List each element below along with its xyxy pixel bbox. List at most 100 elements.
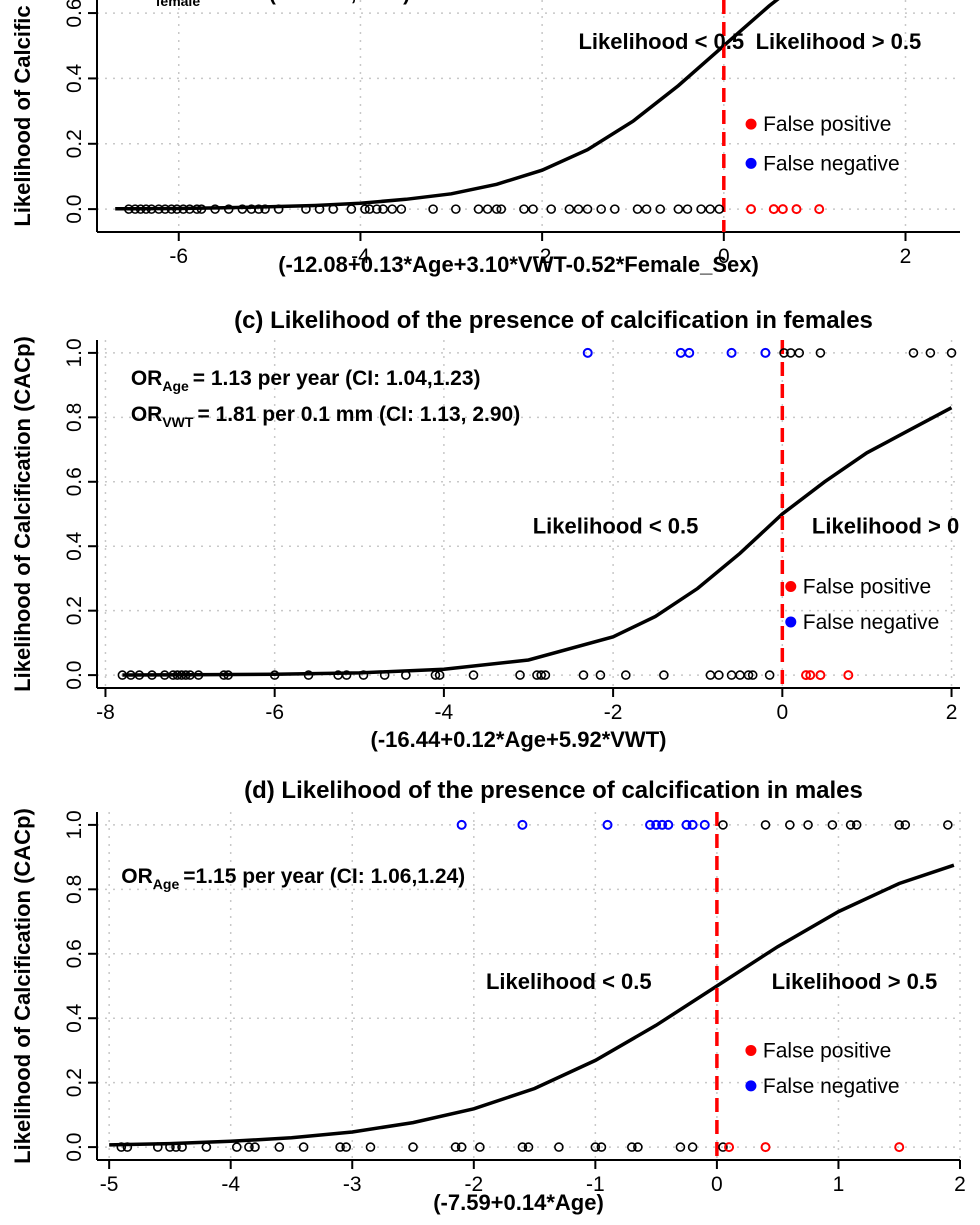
x-tick-label: -2 <box>533 245 552 268</box>
point-zero <box>301 204 311 214</box>
point-zero <box>655 204 666 214</box>
point-false-negative <box>684 347 695 358</box>
point-zero <box>714 204 725 214</box>
y-tick-label: 0.6 <box>63 467 86 496</box>
legend-fp-marker <box>785 581 797 592</box>
panel-b: -6 -4 -2 0 2 0.0 0.2 0.4 0.6 (-12.08+0.13*Age+3.1… <box>10 0 960 277</box>
x-tick-label: -1 <box>586 1173 605 1196</box>
point-false-negative <box>699 819 710 830</box>
point-zero <box>147 670 157 680</box>
point-zero <box>298 1142 309 1152</box>
point-zero <box>192 204 202 214</box>
point-one <box>851 820 862 830</box>
legend-fp-label: False positive <box>763 113 891 136</box>
point-false-negative <box>456 819 467 830</box>
legend-fn-marker <box>745 1080 757 1092</box>
point-zero <box>260 204 270 214</box>
or-subscript: VWT <box>162 414 194 430</box>
point-false-positive <box>768 204 779 215</box>
point-zero <box>408 1142 418 1152</box>
point-zero <box>269 670 280 680</box>
point-false-negative <box>760 347 771 358</box>
y-tick-label: 0.0 <box>63 1133 86 1162</box>
point-zero <box>253 204 264 214</box>
point-false-positive <box>746 204 757 215</box>
or-line: ORfemale= 0.59 (CI: 0.37, 0.95) <box>124 0 410 9</box>
legend-fp-label: False positive <box>803 576 931 599</box>
x-axis-label: (-7.59+0.14*Age) <box>433 1190 604 1215</box>
point-zero <box>387 204 398 214</box>
y-tick-label: 0.0 <box>63 661 86 690</box>
legend-fn-label: False negative <box>763 1075 900 1098</box>
point-false-positive <box>791 204 802 215</box>
point-zero <box>696 204 706 214</box>
point-zero <box>596 1142 607 1152</box>
point-zero <box>201 1142 212 1152</box>
point-zero <box>430 670 441 680</box>
point-zero <box>166 204 177 214</box>
legend-fn-label: False negative <box>803 611 940 634</box>
x-tick-label: -5 <box>100 1173 119 1196</box>
annotation-right: Likelihood > 0.5 <box>812 513 978 538</box>
point-false-negative <box>681 819 692 830</box>
point-zero <box>627 1142 637 1152</box>
y-tick-label: 0.0 <box>63 195 86 224</box>
point-zero <box>273 204 284 214</box>
annotation-left: Likelihood < 0.5 <box>486 969 652 994</box>
point-zero <box>130 204 140 214</box>
point-zero <box>210 204 220 214</box>
point-false-negative <box>645 819 656 830</box>
point-zero <box>165 1142 175 1152</box>
y-tick-label: 0.8 <box>63 875 86 904</box>
y-tick-label: 0.4 <box>63 531 86 561</box>
or-label: OR <box>131 367 163 390</box>
x-tick-label: -8 <box>96 701 115 724</box>
point-zero <box>303 670 314 680</box>
chart-title: (d) Likelihood of the presence of calcif… <box>244 777 863 804</box>
point-zero <box>641 204 652 214</box>
or-label: OR <box>121 865 153 888</box>
point-zero <box>633 1142 643 1152</box>
point-false-negative <box>651 819 662 830</box>
point-zero <box>747 670 758 680</box>
point-zero <box>659 670 669 680</box>
x-tick-label: 0 <box>711 1173 723 1196</box>
point-zero <box>378 204 388 214</box>
point-zero <box>181 670 191 680</box>
point-false-negative <box>675 347 686 358</box>
point-zero <box>428 204 438 214</box>
annotation-left: Likelihood < 0.5 <box>578 29 744 54</box>
annotation-left: Likelihood < 0.5 <box>533 513 699 538</box>
or-line: ORAge =1.15 per year (CI: 1.06,1.24) <box>121 865 465 892</box>
point-zero <box>473 204 484 214</box>
point-false-negative <box>687 819 698 830</box>
point-false-negative <box>517 819 528 830</box>
plot-area: Likelihood < 0.5 Likelihood > 0.5 False po… <box>115 0 921 232</box>
point-zero <box>528 204 538 214</box>
x-tick-label: 0 <box>718 245 730 268</box>
y-tick-label: 0.6 <box>63 939 86 968</box>
legend-fn-label: False negative <box>763 152 900 175</box>
point-zero <box>519 204 529 214</box>
plot-area: Likelihood < 0.5 Likelihood > 0.5 False po… <box>117 340 978 688</box>
y-axis-label: Likelihood of Calcification (CACp) <box>10 336 35 692</box>
point-zero <box>250 1142 260 1152</box>
point-zero <box>177 1142 187 1152</box>
legend-fp-label: False positive <box>763 1039 891 1062</box>
point-one <box>785 820 795 830</box>
point-one <box>779 348 789 358</box>
x-tick-label: -2 <box>604 701 623 724</box>
x-tick-label: -6 <box>265 701 284 724</box>
point-zero <box>450 1142 461 1152</box>
plot-area: Likelihood < 0.5 Likelihood > 0.5 False po… <box>109 812 955 1160</box>
x-tick-label: 2 <box>946 701 958 724</box>
point-zero <box>468 670 479 680</box>
x-tick-label: -4 <box>351 245 370 268</box>
or-text: = 0.59 (CI: 0.37, 0.95) <box>204 0 410 5</box>
annotation-right: Likelihood > 0.5 <box>756 29 922 54</box>
x-tick-label: -6 <box>169 245 188 268</box>
or-subscript: Age <box>153 876 180 892</box>
point-zero <box>123 204 134 214</box>
point-zero <box>632 204 643 214</box>
